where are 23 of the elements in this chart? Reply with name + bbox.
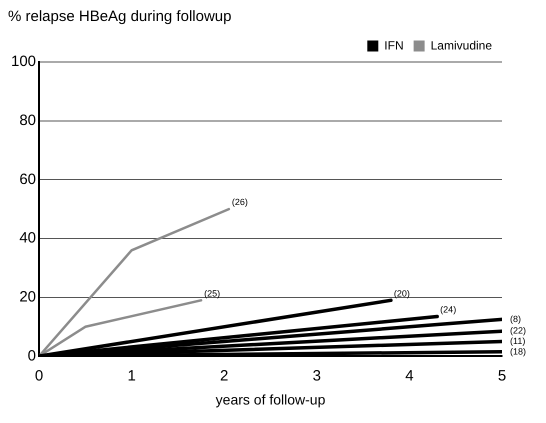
x-tick-label: 4 [405, 367, 414, 384]
legend-label: Lamivudine [430, 38, 492, 52]
y-tick-label: 40 [19, 230, 36, 247]
y-tick-label: 100 [10, 53, 36, 70]
annotation: (24) [440, 304, 456, 314]
legend-label: IFN [384, 38, 404, 52]
x-axis-title: years of follow-up [216, 391, 326, 408]
annotation: (11) [510, 336, 526, 346]
x-tick-label: 5 [498, 367, 506, 384]
y-tick-label: 80 [19, 112, 36, 129]
annotation: (26) [232, 197, 248, 208]
annotation: (22) [510, 326, 526, 336]
y-tick-label: 0 [28, 347, 36, 364]
annotation: (18) [510, 346, 526, 356]
annotation: (25) [204, 288, 220, 298]
y-tick-label: 60 [19, 170, 36, 188]
chart-title: % relapse HBeAg during followup [8, 8, 232, 26]
x-tick-label: 2 [220, 367, 228, 384]
y-tick-label: 20 [19, 288, 36, 306]
x-tick-label: 3 [312, 367, 321, 384]
x-tick-label: 1 [127, 367, 136, 384]
annotation: (20) [394, 288, 410, 298]
annotation: (8) [510, 314, 521, 324]
